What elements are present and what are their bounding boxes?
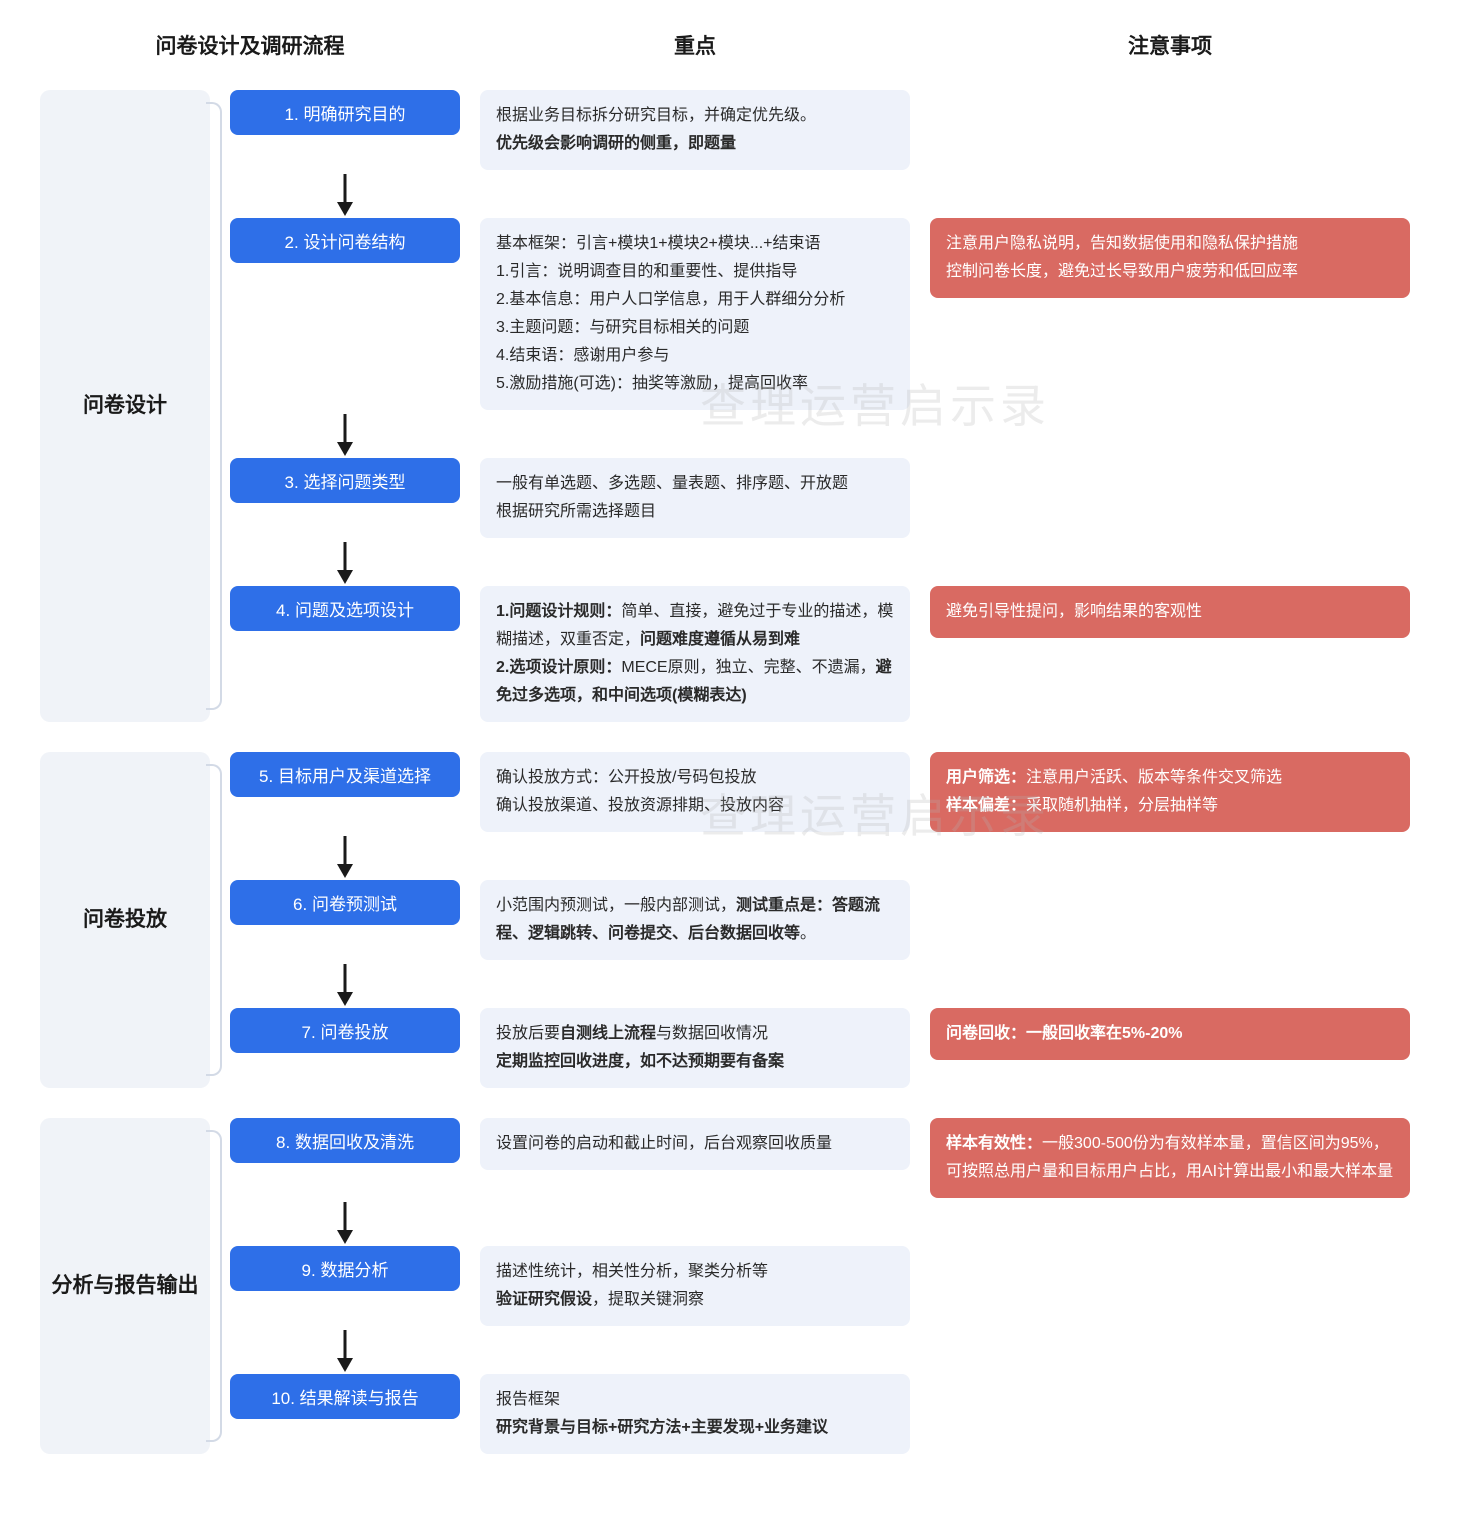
step-chip: 8. 数据回收及清洗: [230, 1118, 460, 1163]
header-process: 问卷设计及调研流程: [40, 30, 460, 60]
step-chip: 1. 明确研究目的: [230, 90, 460, 135]
arrow-down-icon: [230, 832, 460, 880]
arrow-down-icon: [230, 538, 460, 586]
arrow-down-icon: [230, 960, 460, 1008]
phase-block: 问卷设计1. 明确研究目的根据业务目标拆分研究目标，并确定优先级。优先级会影响调…: [40, 90, 1428, 722]
step-chip: 7. 问卷投放: [230, 1008, 460, 1053]
arrow-down-icon: [230, 410, 460, 458]
phase-block: 问卷投放5. 目标用户及渠道选择确认投放方式：公开投放/号码包投放确认投放渠道、…: [40, 752, 1428, 1088]
step-chip: 2. 设计问卷结构: [230, 218, 460, 263]
step-chip: 5. 目标用户及渠道选择: [230, 752, 460, 797]
keypoint-box: 设置问卷的启动和截止时间，后台观察回收质量: [480, 1118, 910, 1170]
step-chip: 9. 数据分析: [230, 1246, 460, 1291]
flowchart-body: 问卷设计1. 明确研究目的根据业务目标拆分研究目标，并确定优先级。优先级会影响调…: [40, 90, 1428, 1454]
step-chip: 10. 结果解读与报告: [230, 1374, 460, 1419]
note-box: 避免引导性提问，影响结果的客观性: [930, 586, 1410, 638]
keypoint-box: 一般有单选题、多选题、量表题、排序题、开放题根据研究所需选择题目: [480, 458, 910, 538]
keypoint-box: 报告框架研究背景与目标+研究方法+主要发现+业务建议: [480, 1374, 910, 1454]
phase-label: 问卷设计: [40, 90, 210, 722]
phase-body: 1. 明确研究目的根据业务目标拆分研究目标，并确定优先级。优先级会影响调研的侧重…: [230, 90, 1410, 722]
keypoint-box: 根据业务目标拆分研究目标，并确定优先级。优先级会影响调研的侧重，即题量: [480, 90, 910, 170]
keypoint-box: 确认投放方式：公开投放/号码包投放确认投放渠道、投放资源排期、投放内容: [480, 752, 910, 832]
phase-body: 5. 目标用户及渠道选择确认投放方式：公开投放/号码包投放确认投放渠道、投放资源…: [230, 752, 1410, 1088]
note-box: 样本有效性：一般300-500份为有效样本量，置信区间为95%，可按照总用户量和…: [930, 1118, 1410, 1198]
header-notes: 注意事项: [930, 30, 1410, 60]
step-chip: 6. 问卷预测试: [230, 880, 460, 925]
arrow-down-icon: [230, 1326, 460, 1374]
note-box: 注意用户隐私说明，告知数据使用和隐私保护措施控制问卷长度，避免过长导致用户疲劳和…: [930, 218, 1410, 298]
keypoint-box: 1.问题设计规则：简单、直接，避免过于专业的描述，模糊描述，双重否定，问题难度遵…: [480, 586, 910, 722]
arrow-down-icon: [230, 1198, 460, 1246]
phase-label: 问卷投放: [40, 752, 210, 1088]
keypoint-box: 基本框架：引言+模块1+模块2+模块...+结束语1.引言：说明调查目的和重要性…: [480, 218, 910, 410]
keypoint-box: 投放后要自测线上流程与数据回收情况定期监控回收进度，如不达预期要有备案: [480, 1008, 910, 1088]
keypoint-box: 小范围内预测试，一般内部测试，测试重点是：答题流程、逻辑跳转、问卷提交、后台数据…: [480, 880, 910, 960]
keypoint-box: 描述性统计，相关性分析，聚类分析等验证研究假设，提取关键洞察: [480, 1246, 910, 1326]
note-box: 用户筛选：注意用户活跃、版本等条件交叉筛选样本偏差：采取随机抽样，分层抽样等: [930, 752, 1410, 832]
step-chip: 4. 问题及选项设计: [230, 586, 460, 631]
column-headers: 问卷设计及调研流程 重点 注意事项: [40, 30, 1428, 60]
header-keypoints: 重点: [480, 30, 910, 60]
note-box: 问卷回收：一般回收率在5%-20%: [930, 1008, 1410, 1060]
step-chip: 3. 选择问题类型: [230, 458, 460, 503]
arrow-down-icon: [230, 170, 460, 218]
